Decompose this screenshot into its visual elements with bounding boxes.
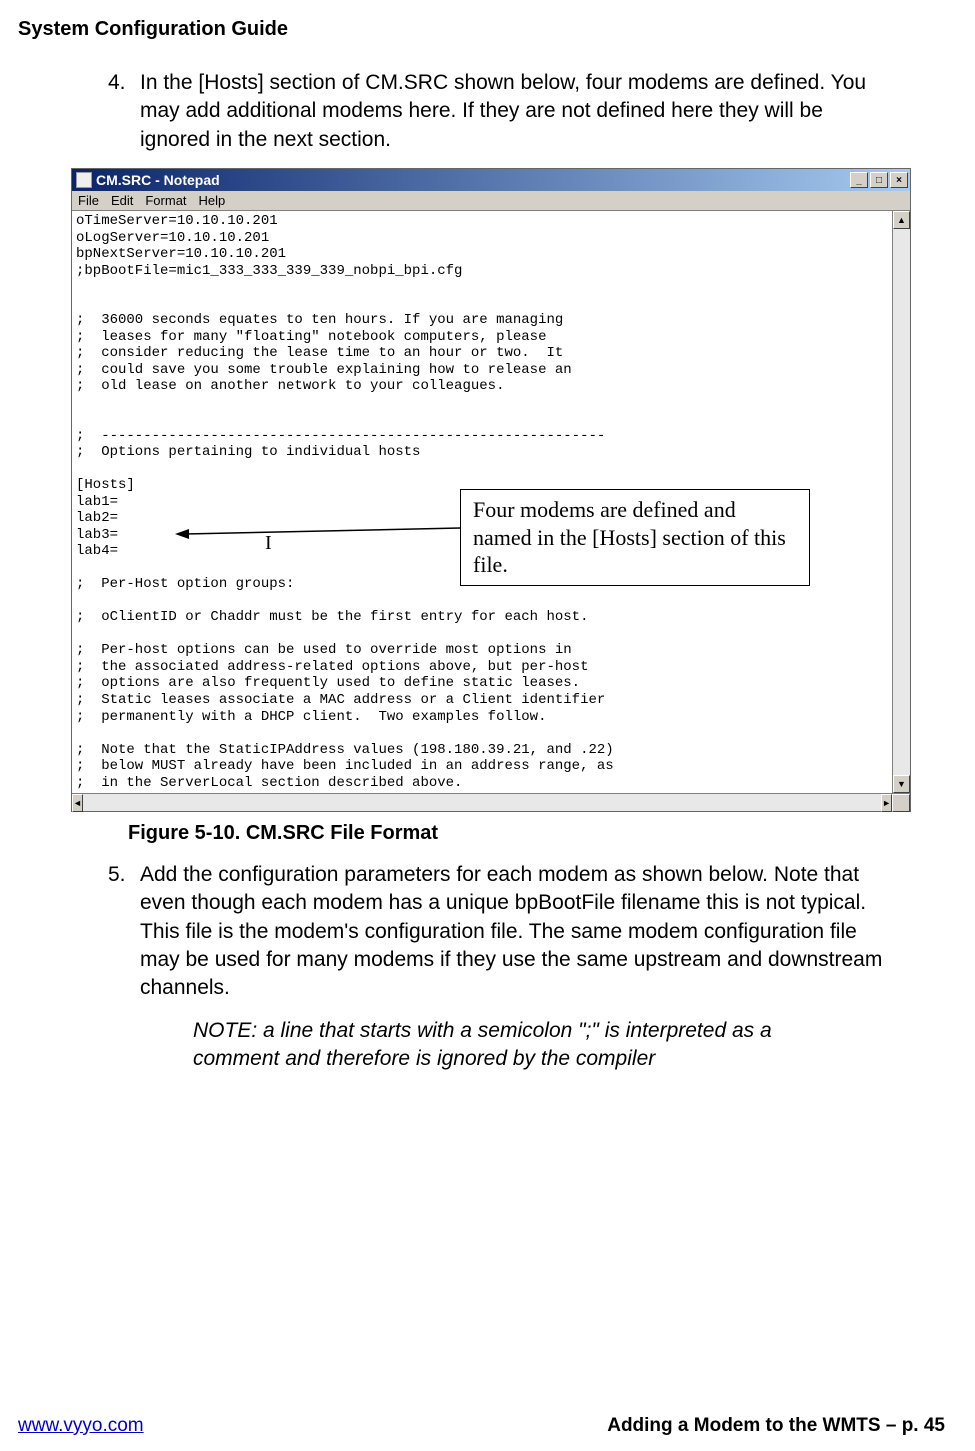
scroll-up-button[interactable]: ▲ [893,211,910,229]
notepad-window: CM.SRC - Notepad _ □ × File Edit Format … [71,168,911,812]
scroll-right-button[interactable]: ► [881,794,892,812]
annotation-callout: Four modems are defined and named in the… [460,489,810,586]
menu-edit[interactable]: Edit [111,193,133,208]
close-button[interactable]: × [890,172,908,188]
hscroll-track[interactable] [83,794,881,811]
scroll-left-button[interactable]: ◄ [72,794,83,812]
notepad-title: CM.SRC - Notepad [96,172,850,188]
notepad-icon [76,172,92,188]
scroll-down-button[interactable]: ▼ [893,775,910,793]
step-5-text: Add the configuration parameters for eac… [140,861,895,1003]
menu-file[interactable]: File [78,193,99,208]
note-text: NOTE: a line that starts with a semicolo… [193,1017,795,1074]
page-header: System Configuration Guide [18,18,915,41]
step-4-number: 4. [108,69,140,154]
menu-format[interactable]: Format [145,193,186,208]
notepad-menubar: File Edit Format Help [72,191,910,211]
footer-page-label: Adding a Modem to the WMTS – p. 45 [607,1415,945,1437]
step-5: 5. Add the configuration parameters for … [108,861,895,1003]
footer-link[interactable]: www.vyyo.com [18,1415,144,1437]
menu-help[interactable]: Help [199,193,226,208]
annotation-arrow [175,522,465,552]
vertical-scrollbar[interactable]: ▲ ▼ [892,211,910,793]
step-4-text: In the [Hosts] section of CM.SRC shown b… [140,69,895,154]
maximize-button[interactable]: □ [870,172,888,188]
step-5-number: 5. [108,861,140,1003]
page-footer: www.vyyo.com Adding a Modem to the WMTS … [18,1415,945,1437]
minimize-button[interactable]: _ [850,172,868,188]
step-4: 4. In the [Hosts] section of CM.SRC show… [108,69,895,154]
horizontal-scrollbar[interactable]: ◄ ► [72,793,910,811]
window-controls: _ □ × [850,172,908,188]
scroll-track[interactable] [893,229,910,775]
notepad-titlebar: CM.SRC - Notepad _ □ × [72,169,910,191]
resize-grip[interactable] [892,794,910,812]
figure-caption: Figure 5-10. CM.SRC File Format [128,822,915,845]
